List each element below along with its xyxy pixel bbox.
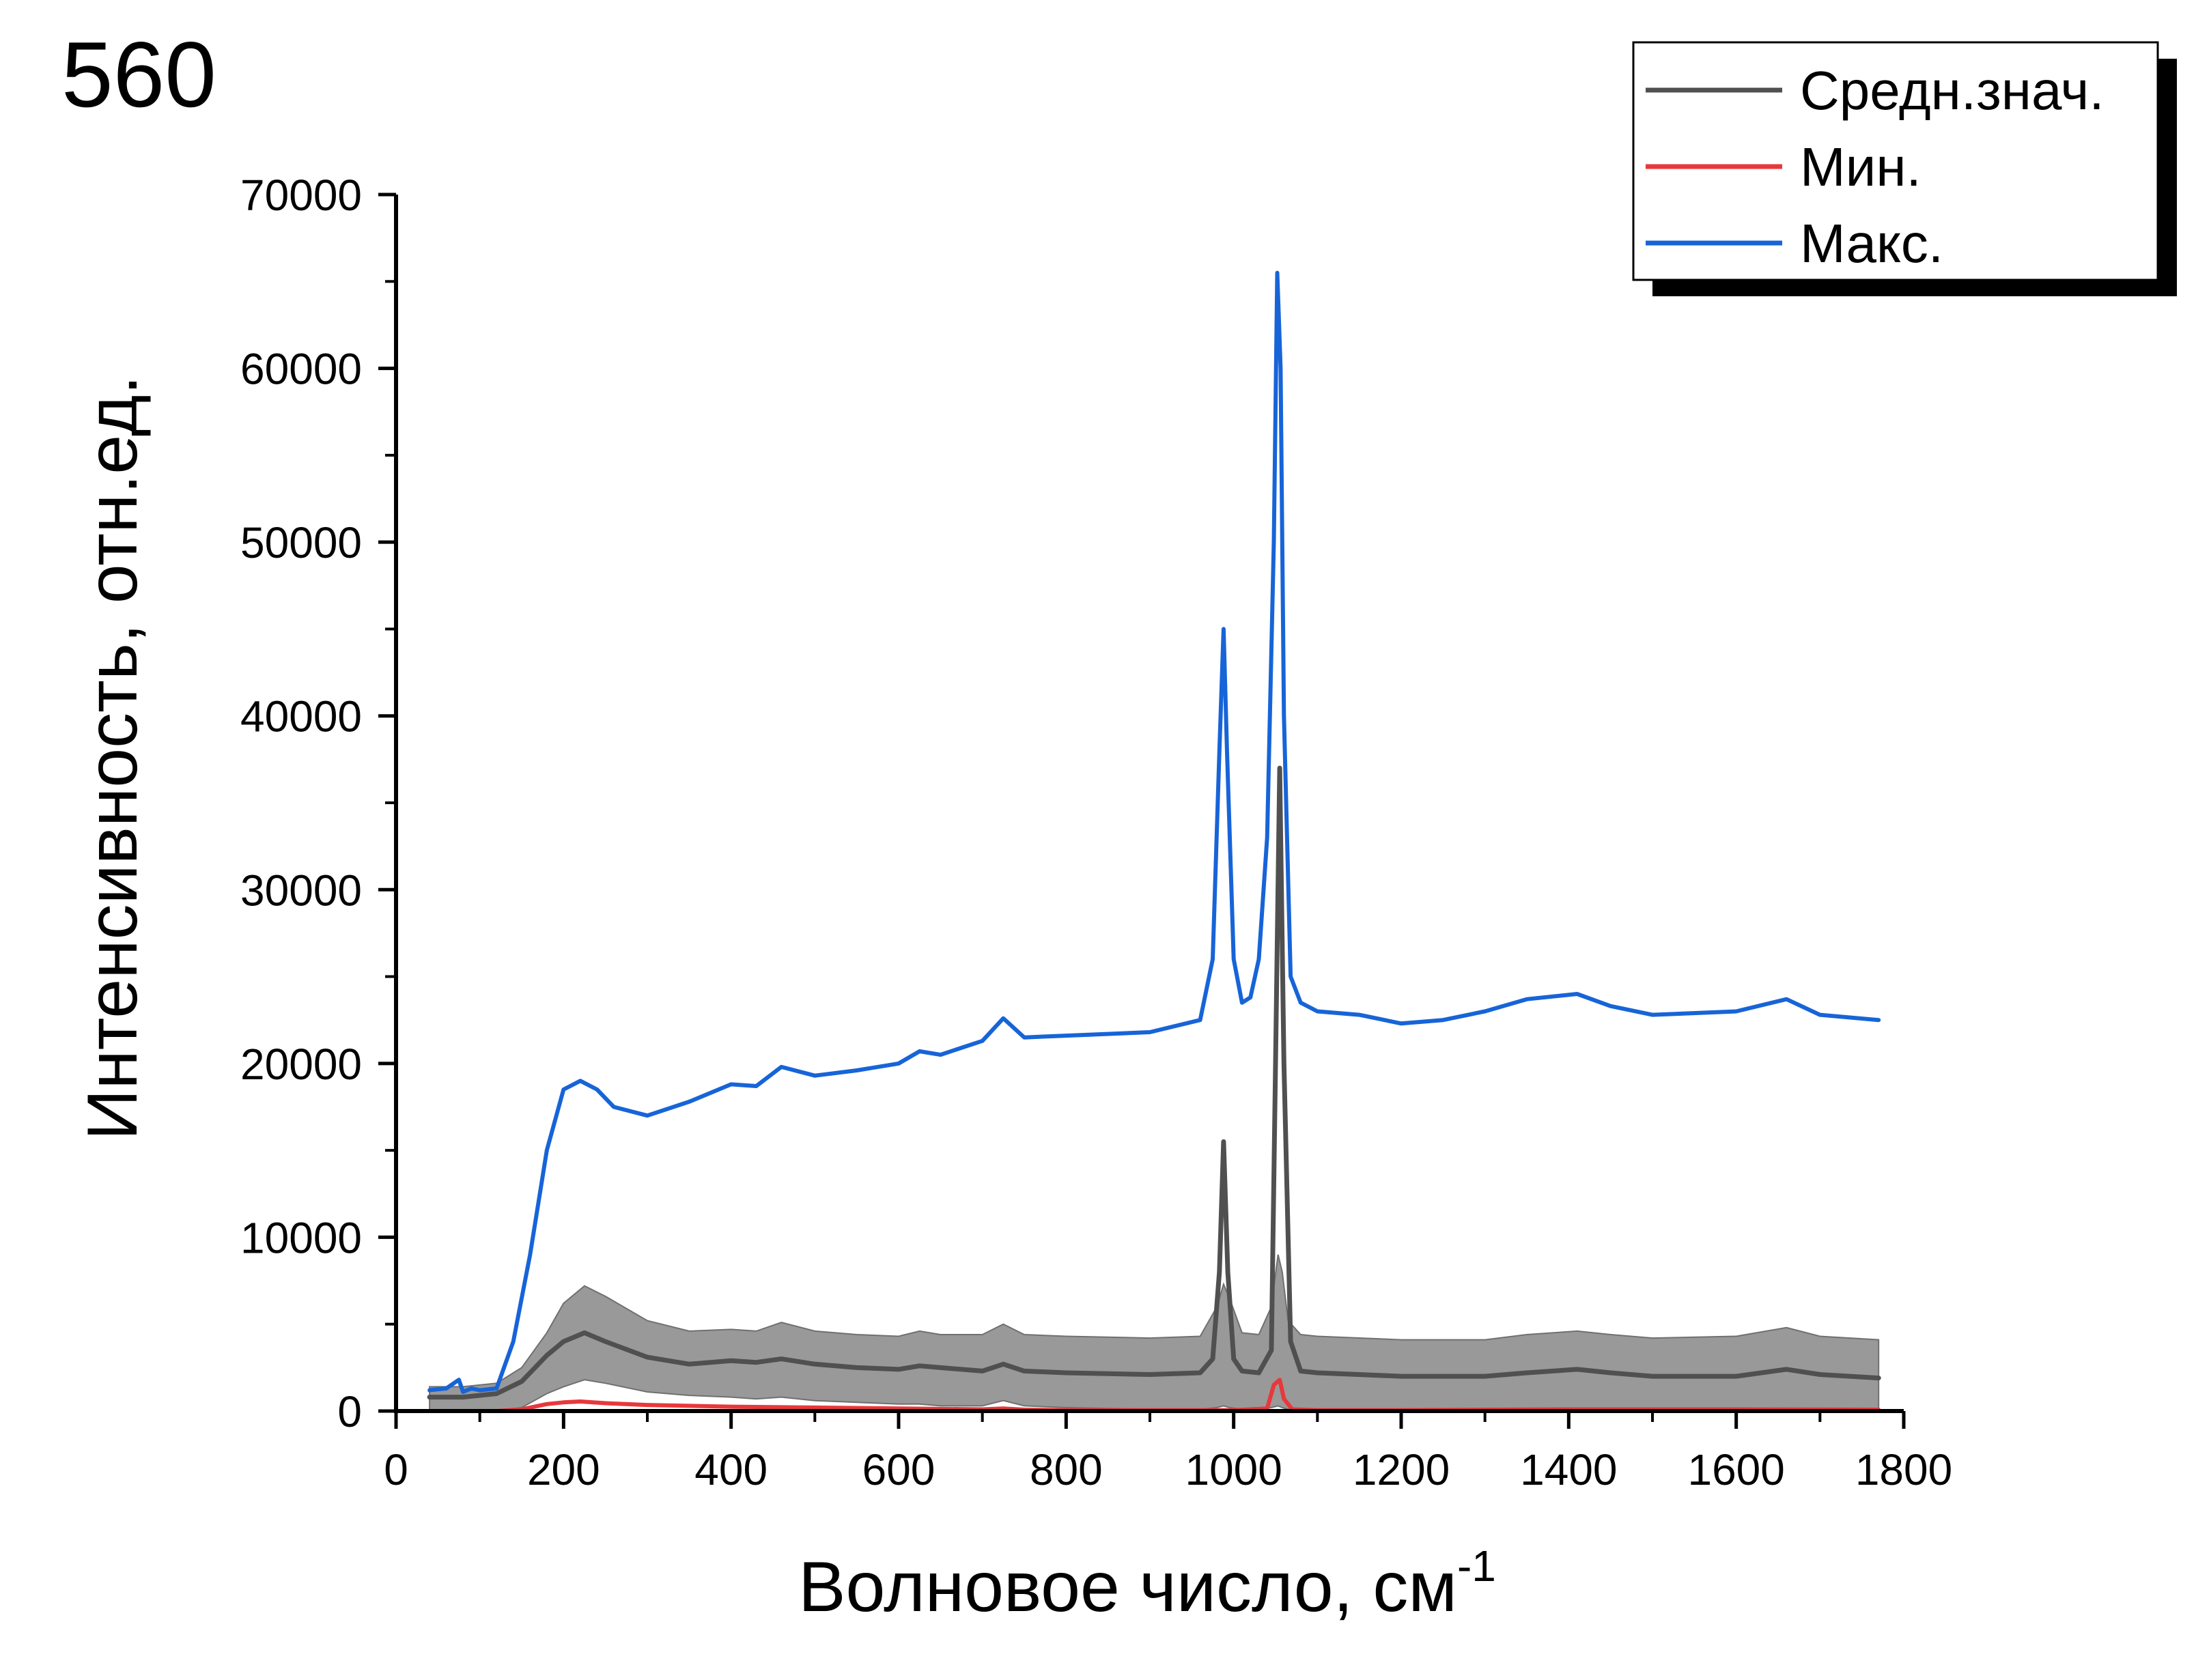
x-tick-label: 1800 xyxy=(1855,1445,1952,1494)
series-line-1 xyxy=(427,765,1881,1400)
x-tick-label: 1200 xyxy=(1353,1445,1450,1494)
x-axis-title-superscript: -1 xyxy=(1457,1541,1496,1591)
x-axis-ticks: 0 200 400 600 800 1000 1200 1400 1600 1800 xyxy=(384,1411,1952,1494)
legend-label-2: Мин. xyxy=(1800,137,1922,197)
x-tick-label: 1400 xyxy=(1520,1445,1617,1494)
x-tick-label: 1600 xyxy=(1687,1445,1784,1494)
y-tick-label: 20000 xyxy=(240,1040,362,1089)
y-tick-label: 0 xyxy=(337,1387,362,1436)
x-axis-title-text: Волновое число, см xyxy=(798,1548,1457,1627)
x-tick-label: 600 xyxy=(862,1445,935,1494)
legend-entries: Средн.знач. Мин. Макс. xyxy=(1646,60,2104,274)
legend-label-1: Средн.знач. xyxy=(1800,60,2104,121)
legend-label-3: Макс. xyxy=(1800,213,1943,274)
y-axis-title: Интенсивность, отн.ед. xyxy=(73,375,152,1141)
legend-box xyxy=(1632,41,2159,281)
y-tick-label: 40000 xyxy=(240,692,362,741)
panel-label: 560 xyxy=(61,23,216,126)
y-tick-label: 30000 xyxy=(240,866,362,915)
x-tick-label: 200 xyxy=(527,1445,600,1494)
x-tick-label: 800 xyxy=(1030,1445,1103,1494)
y-tick-label: 70000 xyxy=(240,171,362,220)
series-line-3 xyxy=(427,270,1881,1394)
x-tick-label: 1000 xyxy=(1185,1445,1282,1494)
x-tick-label: 400 xyxy=(694,1445,768,1494)
y-axis-ticks: 0 10000 20000 30000 40000 50000 60000 70000 xyxy=(240,171,396,1436)
legend: Средн.знач. Мин. Макс. xyxy=(1632,41,2177,296)
x-axis-title: Волновое число, см-1 xyxy=(798,1541,1496,1627)
y-tick-label: 60000 xyxy=(240,345,362,394)
y-tick-label: 10000 xyxy=(240,1213,362,1262)
y-tick-label: 50000 xyxy=(240,518,362,567)
x-tick-label: 0 xyxy=(384,1445,408,1494)
